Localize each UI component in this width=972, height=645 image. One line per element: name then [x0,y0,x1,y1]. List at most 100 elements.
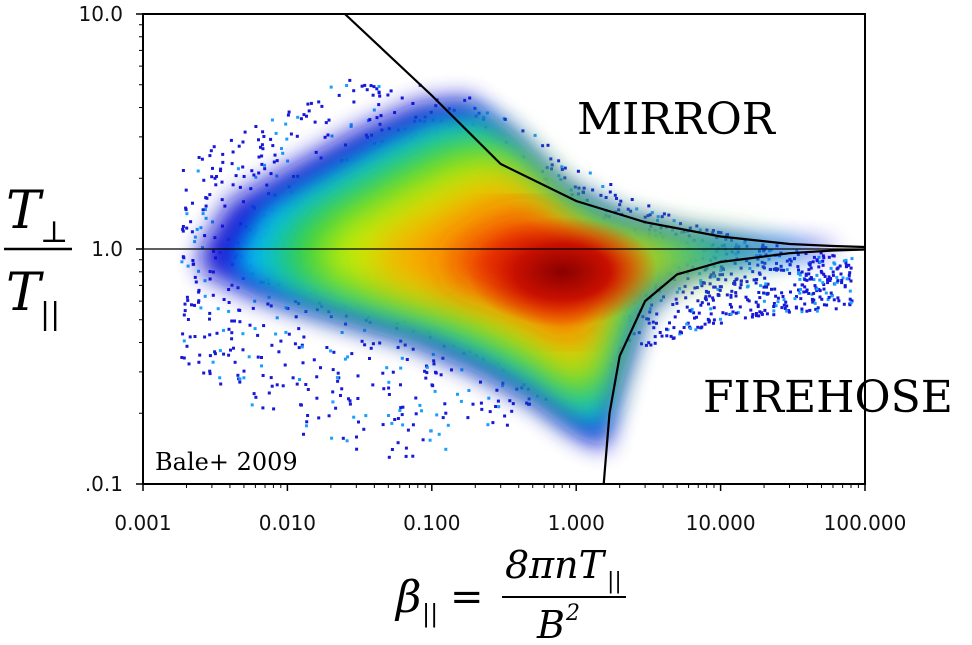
density-speck [340,387,344,391]
density-speck [450,368,453,372]
density-speck [371,383,375,387]
density-speck [834,307,838,311]
density-speck [807,268,811,272]
density-speck [659,299,663,302]
density-speck [267,391,271,395]
density-speck [559,178,563,181]
density-speck [247,355,251,359]
density-speck [356,374,360,378]
density-speck [200,157,204,161]
density-speck [783,307,787,310]
density-speck [822,303,826,307]
density-speck [772,305,776,308]
density-speck [699,281,703,285]
density-speck [588,171,592,175]
density-speck [649,343,653,347]
density-speck [637,331,641,335]
density-speck [346,355,350,359]
density-speck [287,110,291,114]
density-speck [233,319,236,323]
density-speck [848,289,852,293]
density-speck [238,377,242,381]
density-speck [293,342,297,346]
density-speck [260,356,263,359]
x-axis: 0.001 0.010 0.100 1.000 10.000 100.000 [114,484,906,535]
density-speck [799,287,802,291]
density-speck [193,335,197,338]
density-speck [314,150,318,154]
density-speck [238,185,242,189]
density-speck [281,384,285,388]
density-speck [421,438,425,442]
density-speck [336,371,340,375]
density-speck [533,133,537,137]
density-speck [242,376,246,380]
density-speck [230,331,234,335]
density-speck [848,303,852,307]
density-speck [368,118,372,122]
density-speck [306,388,310,391]
density-speck [254,125,258,128]
density-speck [698,228,702,232]
density-speck [820,271,824,275]
density-speck [425,365,429,369]
density-speck [609,183,613,186]
density-speck [211,166,214,170]
density-speck [703,268,707,272]
density-speck [617,208,621,212]
density-speck [699,279,703,283]
density-speck [433,389,437,393]
density-speck [718,288,722,292]
density-speck [208,277,212,281]
density-speck [803,302,807,306]
density-speck [560,165,564,169]
density-speck [389,89,393,93]
density-speck [712,321,715,325]
density-speck [222,298,226,301]
density-speck [660,215,664,219]
density-speck [348,399,352,403]
density-speck [227,309,231,313]
density-speck [549,157,553,161]
density-speck [252,392,256,396]
density-speck [494,405,498,408]
density-speck [822,283,826,286]
density-speck [805,288,809,292]
density-speck [218,376,222,380]
density-speck [772,302,776,305]
density-speck [811,300,815,304]
density-speck [400,96,404,100]
density-speck [817,288,821,291]
x-tick-label: 0.001 [114,511,171,535]
density-speck [672,219,676,223]
density-speck [208,333,212,337]
density-speck [220,180,224,184]
density-speck [797,271,800,275]
density-speck [832,261,836,265]
density-speck [231,183,235,187]
density-speck [220,198,224,202]
density-speck [840,279,844,282]
x-tick-label: 1.000 [548,511,605,535]
density-speck [842,302,846,306]
density-speck [813,284,817,288]
density-speck [779,264,783,268]
xlabel-equals: = [450,574,484,620]
density-speck [222,352,226,356]
density-speck [185,295,189,299]
density-speck [656,219,659,222]
mirror-threshold-curve [344,13,866,249]
y-tick-label: .0.1 [85,472,123,496]
density-speck [830,294,834,298]
density-speck [275,316,279,320]
density-speck [466,416,470,420]
density-speck [372,85,376,89]
density-speck [330,134,334,138]
density-speck [401,405,405,409]
density-speck [671,336,675,340]
density-speck [232,346,235,350]
density-speck [375,116,379,120]
density-speck [204,216,208,220]
density-speck [180,260,184,264]
density-speck [716,277,720,281]
